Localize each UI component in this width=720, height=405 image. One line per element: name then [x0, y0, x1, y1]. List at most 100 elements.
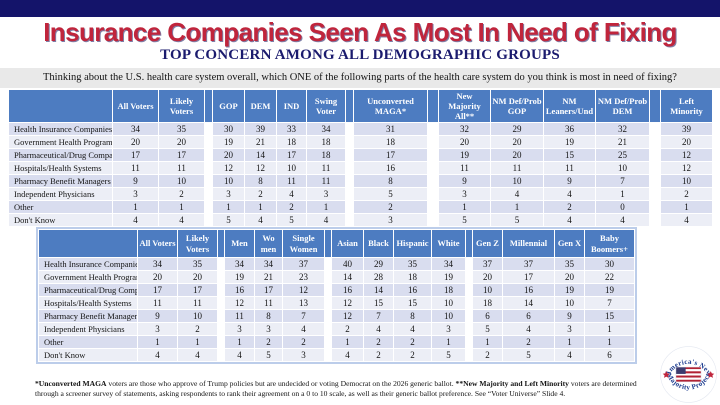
header-row: All Voters Likely Voters GOP DEM IND Swing Vo…	[8, 88, 713, 124]
table-cell: 17	[254, 283, 283, 297]
footnote-bold-new-majority: **New Majority and Left Minority	[455, 379, 569, 388]
table-cell: 1	[595, 187, 650, 202]
table-cell: 12	[212, 161, 245, 176]
cell-gap	[217, 309, 225, 323]
table-cell: 1	[431, 335, 466, 349]
table-row: Government Health Programs 20 20 19 21 18 18 18…	[8, 135, 713, 150]
table-cell: 20	[554, 270, 585, 284]
column-header: All Voters	[112, 88, 159, 124]
table-cell: 10	[472, 283, 503, 297]
column-header: Left Minority	[660, 88, 713, 124]
table-cell: 4	[393, 322, 432, 336]
table-cell: 7	[363, 309, 394, 323]
cell-gap	[427, 122, 439, 137]
table-cell: 12	[224, 296, 255, 310]
table-cell: 5	[254, 348, 283, 362]
table-cell: 3	[282, 348, 325, 362]
footnote: *Unconverted MAGA voters are those who a…	[35, 379, 660, 398]
table-cell: 34	[112, 122, 159, 137]
cell-gap	[217, 335, 225, 349]
row-label: Independent Physicians	[38, 322, 138, 336]
table-cell: 36	[543, 122, 596, 137]
table-cell: 4	[554, 348, 585, 362]
table-cell: 35	[393, 257, 432, 271]
cell-gap	[324, 335, 332, 349]
table-cell: 4	[595, 213, 650, 228]
column-gap	[345, 88, 354, 124]
table-cell: 15	[393, 296, 432, 310]
table-cell: 11	[276, 174, 307, 189]
table-cell: 20	[137, 270, 178, 284]
cell-gap	[324, 309, 332, 323]
cell-gap	[465, 296, 473, 310]
cell-gap	[427, 161, 439, 176]
cell-gap	[217, 257, 225, 271]
column-header: All Voters	[137, 229, 178, 258]
table-political-segments: All Voters Likely Voters GOP DEM IND Swing Vo…	[8, 88, 713, 228]
column-header-empty	[38, 229, 138, 258]
table-cell: 37	[282, 257, 325, 271]
row-label: Health Insurance Companies	[8, 122, 113, 137]
table-cell: 1	[212, 200, 245, 215]
page-title: Insurance Companies Seen As Most In Need…	[43, 17, 677, 47]
table-cell: 5	[472, 322, 503, 336]
cell-gap	[465, 335, 473, 349]
table-cell: 11	[112, 161, 159, 176]
table-cell: 37	[472, 257, 503, 271]
page-subtitle: TOP CONCERN AMONG ALL DEMOGRAPHIC GROUPS	[160, 47, 560, 63]
table-cell: 18	[393, 270, 432, 284]
cell-gap	[427, 187, 439, 202]
table-cell: 22	[584, 270, 635, 284]
table-cell: 35	[177, 257, 218, 271]
table-cell: 1	[331, 335, 364, 349]
table-cell: 2	[276, 200, 307, 215]
table-cell: 2	[282, 335, 325, 349]
table-cell: 11	[158, 161, 205, 176]
row-label: Other	[38, 335, 138, 349]
table-cell: 19	[554, 283, 585, 297]
table-cell: 11	[254, 296, 283, 310]
table-cell: 15	[543, 148, 596, 163]
table-cell: 4	[543, 213, 596, 228]
table-cell: 17	[137, 283, 178, 297]
row-label: Independent Physicians	[8, 187, 113, 202]
table-cell: 17	[502, 270, 555, 284]
table-cell: 4	[363, 322, 394, 336]
table-cell: 3	[431, 322, 466, 336]
table-cell: 14	[502, 296, 555, 310]
table-cell: 21	[595, 135, 650, 150]
cell-gap	[427, 135, 439, 150]
cell-gap	[204, 148, 213, 163]
cell-gap	[649, 200, 661, 215]
row-label: Pharmaceutical/Drug Companies	[38, 283, 138, 297]
table-cell: 20	[112, 135, 159, 150]
row-label: Government Health Programs	[8, 135, 113, 150]
table-cell: 7	[282, 309, 325, 323]
table-cell: 2	[543, 200, 596, 215]
table-cell: 4	[543, 187, 596, 202]
table-cell: 17	[112, 148, 159, 163]
table-cell: 17	[276, 148, 307, 163]
column-header: Gen Z	[472, 229, 503, 258]
table-cell: 1	[306, 200, 346, 215]
table-cell: 8	[353, 174, 428, 189]
table-cell: 7	[584, 296, 635, 310]
cell-gap	[217, 283, 225, 297]
table-cell: 12	[660, 161, 713, 176]
table-cell: 19	[584, 283, 635, 297]
table-cell: 20	[490, 148, 544, 163]
table-cell: 2	[472, 348, 503, 362]
table-cell: 14	[331, 270, 364, 284]
table-cell: 4	[158, 213, 205, 228]
table-cell: 0	[595, 200, 650, 215]
table-cell: 30	[212, 122, 245, 137]
table-cell: 5	[431, 348, 466, 362]
footnote-text-1: voters are those who approve of Trump po…	[106, 379, 456, 388]
column-header: GOP	[212, 88, 245, 124]
table-cell: 4	[224, 348, 255, 362]
table-cell: 9	[112, 174, 159, 189]
table-cell: 19	[224, 270, 255, 284]
column-gap	[324, 229, 332, 258]
table-row: Other 1 1 1 2 2 1 2 2 1 1 2 1 1	[38, 335, 635, 349]
